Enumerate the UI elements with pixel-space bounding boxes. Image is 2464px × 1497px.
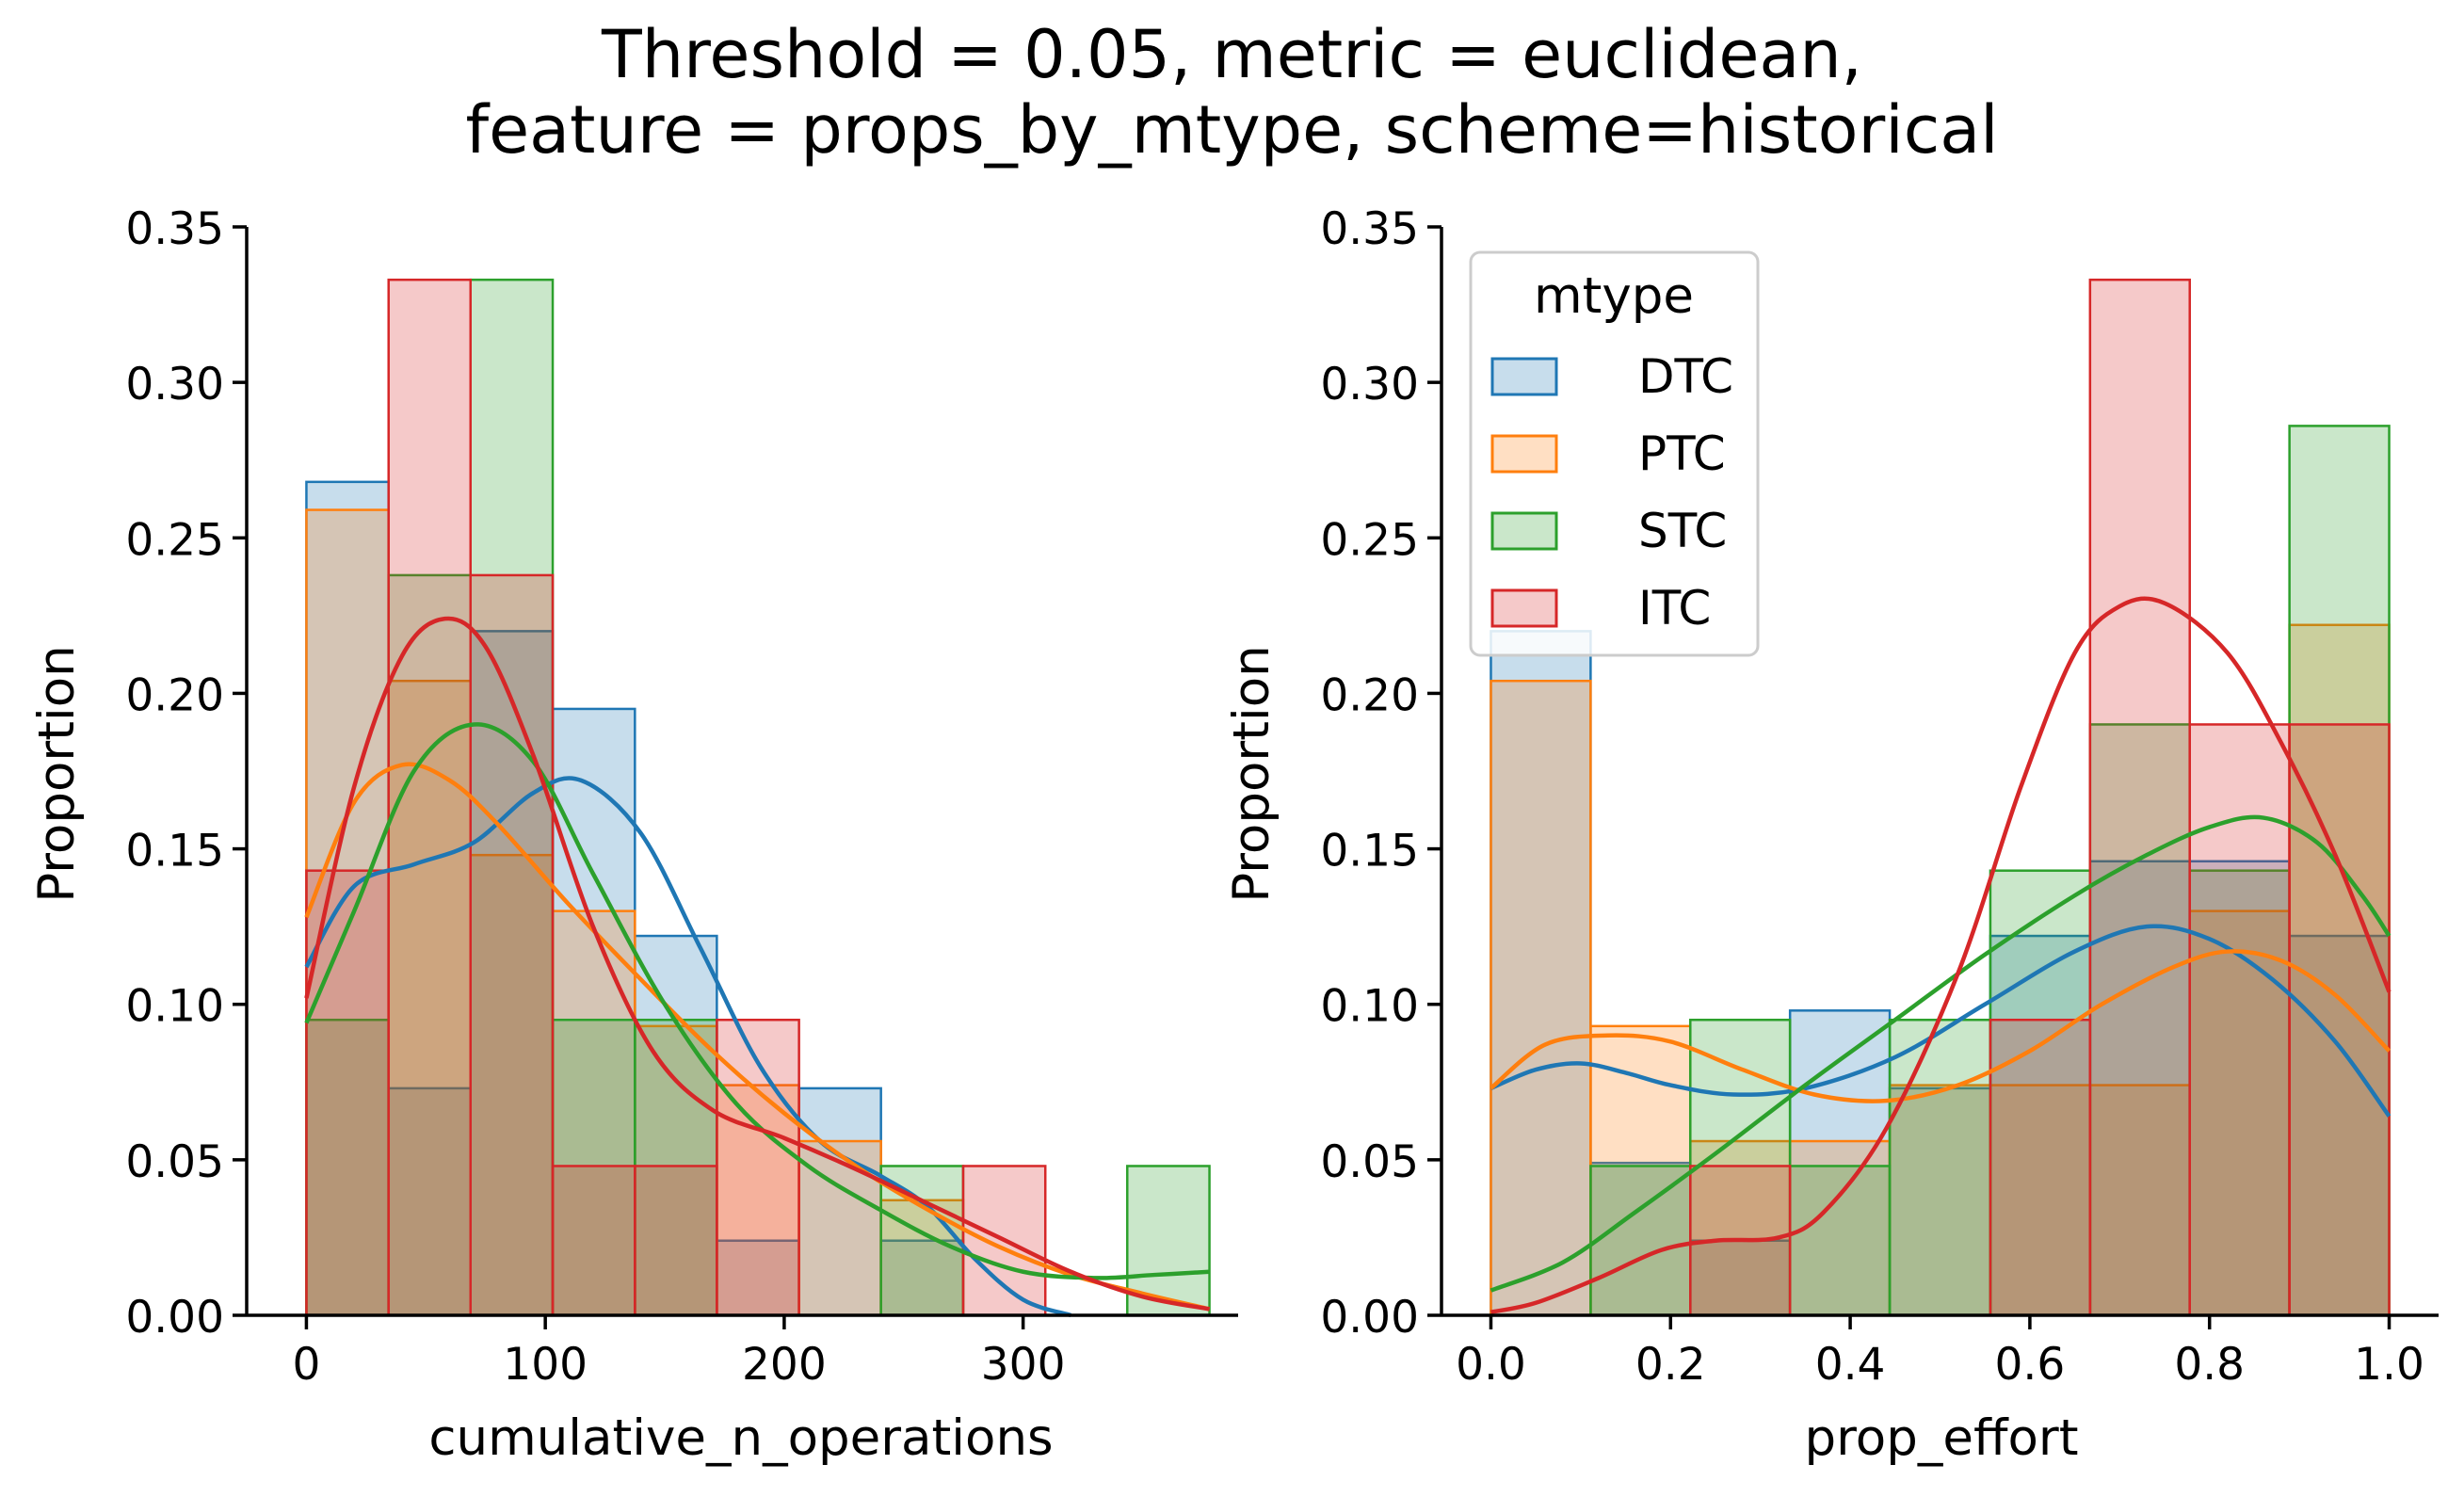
left-y-tick-label: 0.35 <box>125 203 224 255</box>
figure-title: Threshold = 0.05, metric = euclidean, <box>602 16 1862 93</box>
left-y-tick-label: 0.30 <box>125 359 224 410</box>
right-bar-ptc-8 <box>2288 623 2391 1317</box>
left-panel: cumulative_n_operations Proportion 0.00 0… <box>28 203 1238 1467</box>
right-y-tick-label: 0.05 <box>1320 1136 1419 1188</box>
left-y-tick-label: 0.10 <box>125 981 224 1033</box>
right-y-axis-label: Proportion <box>1223 645 1280 902</box>
left-y-tick-label: 0.15 <box>125 826 224 877</box>
left-bar-itc-2 <box>469 573 555 1317</box>
left-x-axis-label: cumulative_n_operations <box>428 1409 1053 1467</box>
right-bar-stc-3 <box>1788 1165 1892 1317</box>
right-x-tick-label: 0.2 <box>1635 1339 1706 1391</box>
right-y-tick-label: 0.10 <box>1320 981 1419 1033</box>
legend-label-ptc: PTC <box>1638 427 1726 481</box>
figure-subtitle: feature = props_by_mtype, scheme=histori… <box>465 91 1999 169</box>
legend-swatch-ptc <box>1490 434 1558 474</box>
left-y-tick-label: 0.25 <box>125 514 224 566</box>
left-bar-dtc-7 <box>879 1239 965 1317</box>
left-y-axis-label: Proportion <box>28 645 86 902</box>
legend-swatch-dtc <box>1490 357 1558 396</box>
right-bar-itc-8 <box>2288 723 2391 1317</box>
right-bar-itc-7 <box>2188 723 2291 1317</box>
right-bar-stc-1 <box>1589 1165 1692 1317</box>
left-kde-stc <box>304 722 1210 1280</box>
right-bar-dtc-0 <box>1490 630 1592 1317</box>
right-bar-stc-7 <box>2188 869 2291 1317</box>
left-bar-dtc-4 <box>634 934 718 1317</box>
right-kde-itc <box>1490 596 2392 1314</box>
legend-title: mtype <box>1534 267 1694 325</box>
left-bar-ptc-2 <box>469 853 555 1317</box>
left-bar-ptc-4 <box>634 1024 718 1317</box>
figure-title-block: Threshold = 0.05, metric = euclidean, fe… <box>0 17 2464 168</box>
right-bar-ptc-2 <box>1689 1139 1792 1317</box>
right-bar-stc-5 <box>1989 869 2092 1317</box>
right-bar-dtc-5 <box>1989 934 2092 1317</box>
right-x-tick-label: 0.4 <box>1815 1339 1886 1391</box>
right-bar-ptc-4 <box>1888 1084 1992 1317</box>
left-plot-area <box>304 278 1211 1318</box>
right-y-tick-label: 0.20 <box>1320 669 1419 721</box>
left-y-tick-label: 0.20 <box>125 669 224 721</box>
left-x-tick-label: 300 <box>981 1339 1066 1391</box>
left-bar-itc-4 <box>634 1165 718 1317</box>
right-bar-itc-6 <box>2088 278 2191 1317</box>
right-bar-stc-4 <box>1888 1018 1992 1317</box>
right-bar-ptc-0 <box>1490 679 1592 1317</box>
right-x-tick-label: 0.8 <box>2174 1339 2245 1391</box>
legend-label-dtc: DTC <box>1638 349 1733 404</box>
right-panel: prop_effort Proportion 0.00 0.05 0.10 0.15 0… <box>1223 203 2439 1467</box>
left-bar-stc-0 <box>305 1018 390 1317</box>
legend-label-stc: STC <box>1638 504 1727 558</box>
right-kde-ptc <box>1490 949 2392 1103</box>
right-kde-dtc <box>1490 924 2392 1118</box>
right-x-axis-label: prop_effort <box>1805 1409 2079 1467</box>
left-y-tick-label: 0.05 <box>125 1136 224 1188</box>
left-bar-stc-4 <box>634 1018 718 1317</box>
right-y-tick-label: 0.00 <box>1320 1292 1419 1344</box>
right-bar-stc-8 <box>2288 425 2391 1317</box>
left-x-tick-label: 100 <box>503 1339 588 1391</box>
left-y-tick-label: 0.00 <box>125 1292 224 1344</box>
legend: mtype DTC PTC STC ITC <box>1469 250 1760 657</box>
right-y-tick-label: 0.35 <box>1320 203 1419 255</box>
right-plot-area <box>1490 278 2392 1317</box>
right-x-tick-label: 1.0 <box>2354 1339 2424 1391</box>
right-x-tick-label: 0.0 <box>1456 1339 1526 1391</box>
right-y-tick-label: 0.30 <box>1320 359 1419 410</box>
left-bar-ptc-3 <box>551 909 636 1317</box>
left-bar-itc-3 <box>551 1165 636 1317</box>
left-bar-stc-10 <box>1126 1165 1211 1317</box>
left-bar-stc-1 <box>387 573 472 1317</box>
right-x-tick-label: 0.6 <box>1995 1339 2066 1391</box>
left-x-tick-label: 200 <box>742 1339 827 1391</box>
legend-swatch-itc <box>1490 588 1558 628</box>
left-kde-ptc <box>304 762 1211 1312</box>
right-bar-itc-5 <box>1989 1018 2092 1317</box>
left-kde-itc <box>304 616 1210 1312</box>
left-bar-dtc-5 <box>716 1239 800 1317</box>
left-kde-dtc <box>304 776 1072 1318</box>
legend-frame <box>1469 250 1760 657</box>
left-x-tick-label: 0 <box>292 1339 320 1391</box>
legend-label-itc: ITC <box>1638 581 1711 636</box>
right-y-tick-label: 0.15 <box>1320 826 1419 877</box>
legend-swatch-stc <box>1490 511 1558 551</box>
right-bar-stc-6 <box>2088 723 2191 1317</box>
right-y-tick-label: 0.25 <box>1320 514 1419 566</box>
right-bar-ptc-6 <box>2088 1084 2191 1317</box>
right-kde-stc <box>1490 814 2392 1293</box>
